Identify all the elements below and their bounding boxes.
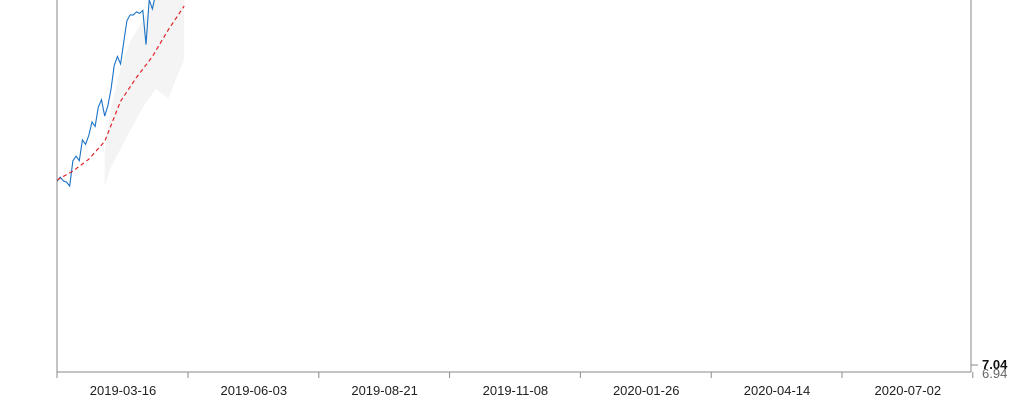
y-tick-label-current: 7.04 — [982, 357, 1008, 372]
x-tick-label: 2020-04-14 — [744, 383, 811, 398]
x-tick-label: 2019-08-21 — [351, 383, 418, 398]
x-tick-label: 2020-01-26 — [613, 383, 680, 398]
actual-line — [56, 0, 155, 188]
y-tick-label: 6.94 — [982, 366, 1007, 381]
series-layer — [56, 0, 185, 188]
x-tick-label: 2019-11-08 — [483, 383, 549, 398]
axis-layer — [56, 0, 972, 373]
x-tick-label: 2019-06-03 — [221, 383, 288, 398]
forecast-line — [56, 5, 185, 181]
x-tick-label: 2020-07-02 — [875, 383, 942, 398]
y-tick-layer: 7.046.94 — [971, 357, 1008, 381]
x-tick-layer: 2019-03-16 2019-06-03 2019-08-21 2019-11-08… — [56, 372, 974, 398]
confidence-band-layer — [104, 0, 185, 186]
confidence-band — [104, 0, 185, 186]
x-tick-label: 2019-03-16 — [90, 383, 157, 398]
